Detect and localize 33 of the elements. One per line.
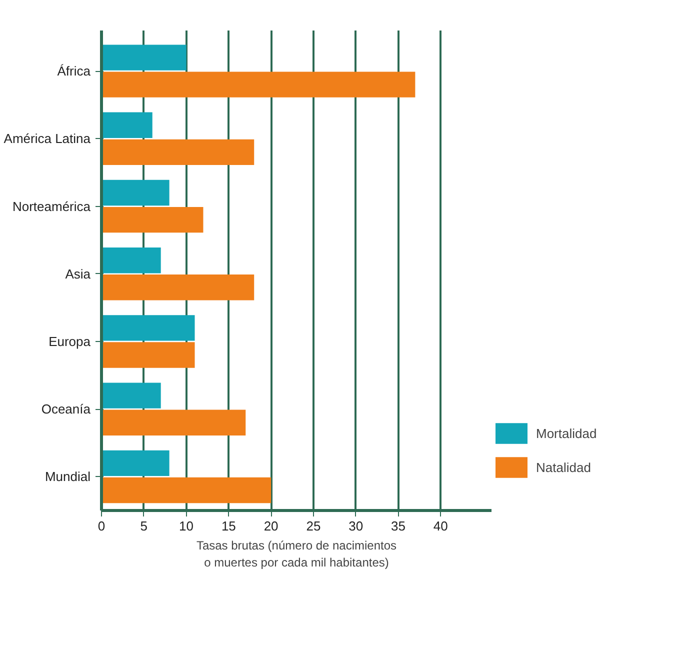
legend-label: Mortalidad: [536, 426, 597, 440]
x-axis-title: Tasas brutas (número de nacimientos o muertes por cada mil habitantes): [196, 538, 397, 570]
bar: [102, 248, 161, 274]
y-tick-label: Norteamérica: [12, 198, 92, 214]
bar: [102, 112, 152, 138]
x-tick-label: 10: [179, 518, 194, 534]
bar: [102, 139, 254, 166]
legend-label: Natalidad: [536, 460, 591, 474]
bar: [102, 410, 246, 436]
y-tick-label: Europa: [48, 334, 92, 349]
y-tick-label: África: [57, 64, 92, 79]
y-tick-label: América Latina: [4, 131, 92, 146]
x-tick-label: 5: [140, 518, 148, 534]
x-tick-label: 20: [264, 518, 278, 534]
bar: [102, 315, 195, 341]
bar: [102, 44, 186, 70]
x-tick-label: 35: [391, 518, 406, 534]
bar: [102, 342, 195, 368]
x-tick-label: 30: [348, 518, 364, 534]
bar: [102, 206, 204, 233]
bar: [102, 477, 272, 504]
y-tick-label: Mundial: [44, 469, 91, 484]
y-tick-label: Oceanía: [41, 402, 92, 417]
y-tick-label: Asia: [65, 266, 92, 282]
bar: [102, 72, 416, 98]
bar: [102, 382, 161, 408]
bar: [102, 180, 170, 206]
x-tick-label: 15: [221, 518, 236, 534]
x-tick-label: 0: [98, 518, 106, 534]
bar: [102, 274, 254, 300]
bar: [102, 450, 170, 476]
x-tick-label: 40: [433, 518, 448, 534]
x-tick-label: 25: [306, 518, 321, 534]
